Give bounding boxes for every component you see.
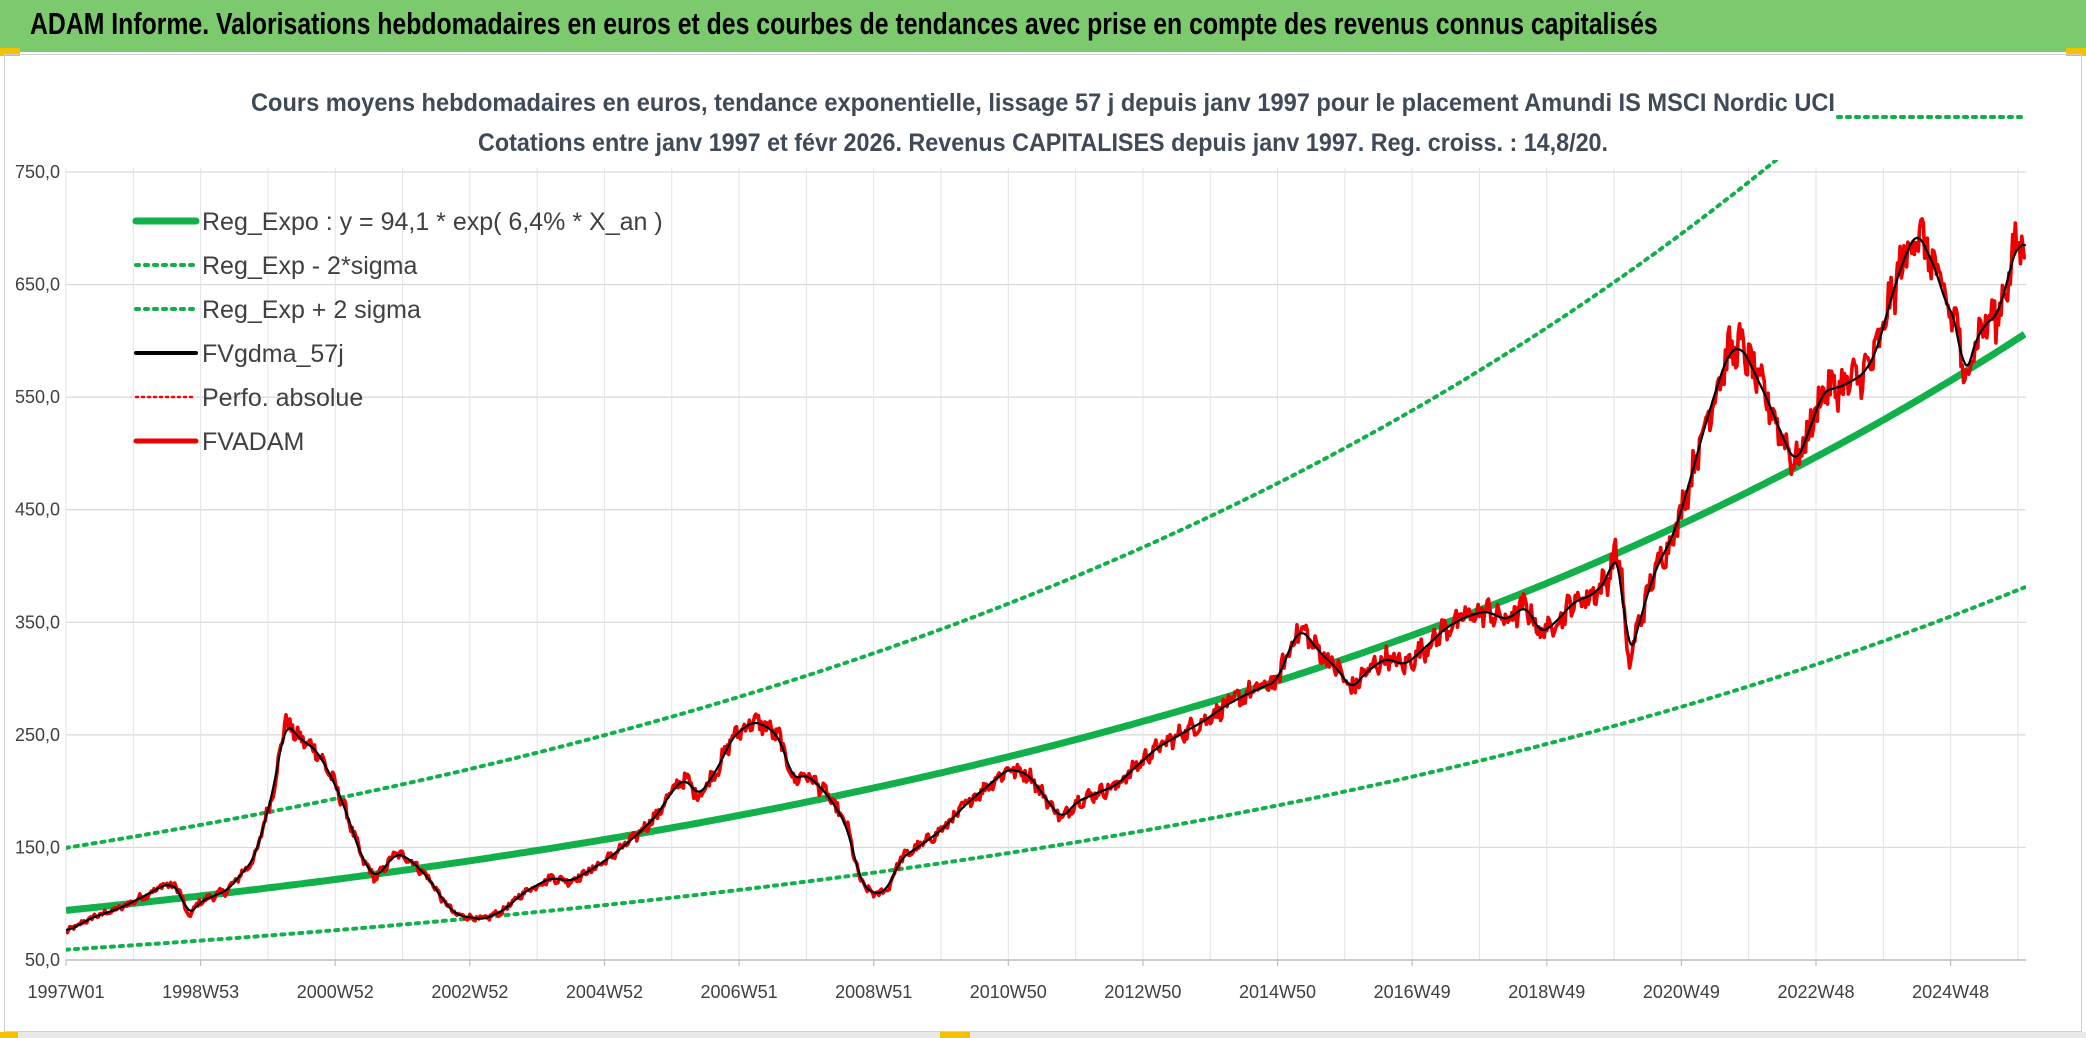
legend-label: FVADAM bbox=[202, 428, 304, 456]
legend-label: Reg_Expo : y = 94,1 * exp( 6,4% * X_an ) bbox=[202, 208, 663, 236]
x-tick-label: 2006W51 bbox=[701, 982, 778, 1002]
series-fvgdma-57j bbox=[66, 236, 2026, 932]
legend-label: FVgdma_57j bbox=[202, 340, 344, 368]
x-tick-label: 2002W52 bbox=[431, 982, 508, 1002]
chart-title-line2: Cotations entre janv 1997 et févr 2026. … bbox=[478, 129, 1608, 157]
legend-label: Reg_Exp + 2 sigma bbox=[202, 296, 421, 324]
page-title: ADAM Informe. Valorisations hebdomadaire… bbox=[30, 6, 1658, 41]
x-tick-label: 2024W48 bbox=[1912, 982, 1989, 1002]
plot-area bbox=[66, 160, 2026, 952]
y-tick-label: 750,0 bbox=[15, 162, 60, 182]
x-tick-label: 2020W49 bbox=[1643, 982, 1720, 1002]
chart-title-line1: Cours moyens hebdomadaires en euros, ten… bbox=[251, 89, 1835, 117]
header-banner: ADAM Informe. Valorisations hebdomadaire… bbox=[0, 0, 2086, 52]
y-tick-label: 450,0 bbox=[15, 500, 60, 520]
x-tick-label: 2000W52 bbox=[297, 982, 374, 1002]
y-tick-label: 650,0 bbox=[15, 275, 60, 295]
y-tick-label: 150,0 bbox=[15, 837, 60, 857]
legend-label: Reg_Exp - 2*sigma bbox=[202, 252, 417, 280]
x-tick-label: 2016W49 bbox=[1374, 982, 1451, 1002]
y-tick-label: 50,0 bbox=[25, 950, 60, 970]
x-tick-label: 2022W48 bbox=[1777, 982, 1854, 1002]
y-tick-label: 250,0 bbox=[15, 725, 60, 745]
y-tick-label: 350,0 bbox=[15, 612, 60, 632]
x-tick-label: 1998W53 bbox=[162, 982, 239, 1002]
x-tick-label: 1997W01 bbox=[27, 982, 104, 1002]
series-reg-exp-plus-2-sigma bbox=[66, 160, 1780, 850]
x-tick-label: 2004W52 bbox=[566, 982, 643, 1002]
x-axis: 1997W01 1998W53 2000W52 2002W52 2004W52 2006W… bbox=[27, 960, 1989, 1002]
legend-label: Perfo. absolue bbox=[202, 384, 363, 412]
bottom-accent-left bbox=[0, 1032, 18, 1038]
x-tick-label: 2008W51 bbox=[835, 982, 912, 1002]
bottom-strip bbox=[0, 1032, 2086, 1038]
bottom-accent-middle bbox=[940, 1032, 970, 1038]
series-reg-expo bbox=[66, 331, 2026, 914]
y-tick-label: 550,0 bbox=[15, 387, 60, 407]
x-tick-label: 2012W50 bbox=[1104, 982, 1181, 1002]
y-axis: 50,0 150,0 250,0 350,0 450,0 550,0 650,0 750,0 bbox=[15, 162, 60, 970]
legend: Reg_Expo : y = 94,1 * exp( 6,4% * X_an )… bbox=[132, 208, 663, 456]
x-tick-label: 2018W49 bbox=[1508, 982, 1585, 1002]
chart-frame bbox=[4, 54, 2082, 1032]
x-tick-label: 2014W50 bbox=[1239, 982, 1316, 1002]
grid bbox=[65, 168, 2026, 961]
banner-accent-left bbox=[0, 48, 20, 56]
x-tick-label: 2010W50 bbox=[970, 982, 1047, 1002]
series-fvadam bbox=[66, 217, 2026, 935]
series-reg-exp-minus-2-sigma bbox=[66, 585, 2026, 952]
banner-accent-right bbox=[2066, 48, 2086, 56]
